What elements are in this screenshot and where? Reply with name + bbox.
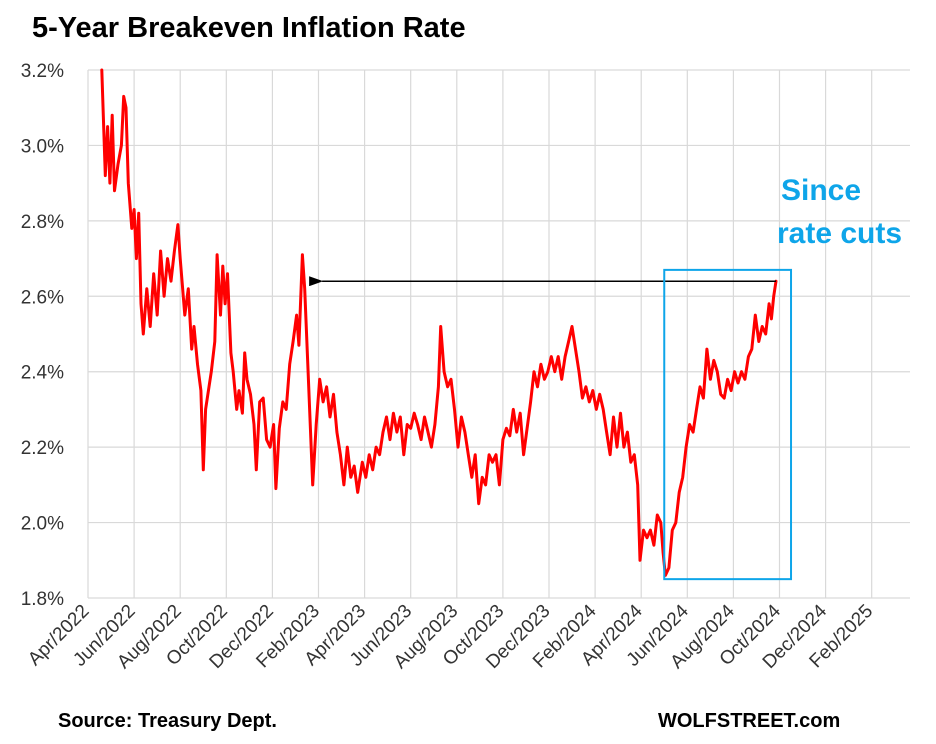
rate-cut-label-line1: Since [781,174,861,207]
y-tick-label: 3.0% [21,136,64,157]
rate-cut-label-line2: rate cuts [777,217,902,250]
series-group [100,68,778,577]
y-tick-label: 2.0% [21,514,64,535]
y-tick-label: 1.8% [21,589,64,610]
series-line [100,68,778,577]
y-tick-label: 3.2% [21,61,64,82]
gridlines [87,69,910,599]
y-axis-ticks: 3.2% 3.0% 2.8% 2.6% 2.4% 2.2% 2.0% 1.8% [21,61,64,610]
y-tick-label: 2.6% [21,287,64,308]
y-tick-label: 2.2% [21,438,64,459]
annotations [309,268,793,581]
x-axis-ticks: Apr/2022Jun/2022Aug/2022Oct/2022Dec/2022… [24,600,877,673]
y-tick-label: 2.4% [21,363,64,384]
rate-cut-box [663,268,793,581]
brand-label: WOLFSTREET.com [658,710,840,732]
chart-title: 5-Year Breakeven Inflation Rate [32,12,466,44]
y-tick-label: 2.8% [21,212,64,233]
source-note: Source: Treasury Dept. [58,710,277,732]
